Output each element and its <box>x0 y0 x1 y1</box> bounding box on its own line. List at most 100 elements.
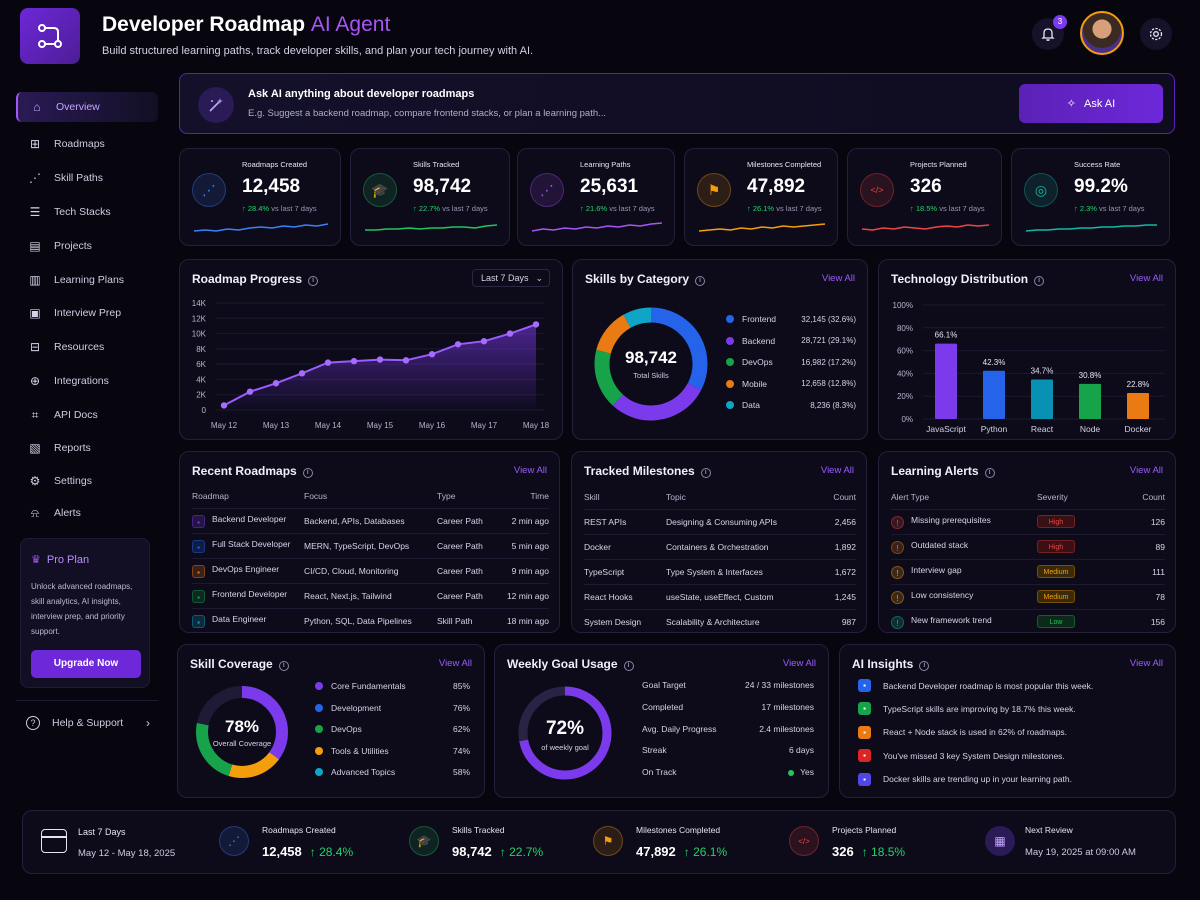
column-header: Count <box>833 491 856 502</box>
roadmap-name-cell: ▪ Backend Developer <box>192 507 304 533</box>
goal-row-value: 6 days <box>788 745 814 756</box>
help-support-link[interactable]: ? Help & Support › <box>26 714 150 732</box>
table-row[interactable]: React Hooks useState, useEffect, Custom 1,… <box>584 583 856 609</box>
page-subtitle: Build structured learning paths, track d… <box>102 45 534 57</box>
donut-slice-data <box>594 307 708 421</box>
sidebar-item-roadmaps[interactable]: ⊞ Roadmaps <box>16 129 158 159</box>
sidebar-item-resources[interactable]: ⊟ Resources <box>16 332 158 362</box>
insight-icon: ▪ <box>858 725 871 739</box>
y-tick-label: 12K <box>192 314 207 323</box>
learning-alerts-title: Learning Alerts i <box>891 464 995 478</box>
table-row[interactable]: Docker Containers & Orchestration 1,892 <box>584 533 856 559</box>
view-all-link[interactable]: View All <box>513 465 547 476</box>
table-row[interactable]: ▪ Data Engineer Python, SQL, Data Pipeline… <box>192 607 549 633</box>
view-all-link[interactable]: View All <box>438 658 472 669</box>
alert-type-cell: ! Interview gap <box>891 558 1037 584</box>
recent-roadmaps-title: Recent Roadmaps i <box>192 464 313 478</box>
ask-ai-input[interactable]: E.g. Suggest a backend roadmap, compare … <box>248 108 607 119</box>
legend-dot <box>315 725 323 734</box>
roadmap-name-cell: ▪ Full Stack Developer <box>192 532 304 558</box>
sidebar-item-reports[interactable]: ▧ Reports <box>16 433 158 463</box>
footer-stat-icon: ⚑ <box>593 826 623 856</box>
view-all-link[interactable]: View All <box>821 273 855 284</box>
table-row[interactable]: ! Low consistency Medium 78 <box>891 583 1165 609</box>
kpi-card-skills-tracked: 🎓 Skills Tracked 98,742 ↑ 22.7% vs last 7 d… <box>350 148 510 246</box>
sidebar-item-tech-stacks[interactable]: ☰ Tech Stacks <box>16 197 158 227</box>
kpi-change-note: vs last 7 days <box>440 204 488 213</box>
kpi-icon: </> <box>860 173 894 207</box>
table-row[interactable]: System Design Scalability & Architecture 9… <box>584 608 856 634</box>
table-row[interactable]: ▪ Backend Developer Backend, APIs, Databas… <box>192 507 549 533</box>
sidebar-item-integrations[interactable]: ⊕ Integrations <box>16 366 158 396</box>
tech-distribution-title: Technology Distribution i <box>891 272 1045 286</box>
roadmap-time: 2 min ago <box>497 507 549 533</box>
coverage-value: 74% <box>452 745 470 756</box>
legend-dot <box>726 358 734 366</box>
skills-by-category-title: Skills by Category i <box>585 272 706 286</box>
view-all-link[interactable]: View All <box>820 465 854 476</box>
sidebar-item-interview-prep[interactable]: ▣ Interview Prep <box>16 298 158 328</box>
range-select[interactable]: Last 7 Days ⌄ <box>472 269 550 287</box>
severity-cell: Low <box>1037 608 1118 634</box>
pro-plan-title: ♛ Pro Plan <box>31 554 90 566</box>
legend-value: 16,982 (17.2%) <box>801 357 856 367</box>
milestone-topic: Designing & Consuming APIs <box>666 508 824 534</box>
sidebar-item-settings[interactable]: ⚙ Settings <box>16 466 158 496</box>
avatar[interactable] <box>1080 11 1124 55</box>
sidebar-item-learning-plans[interactable]: ▥ Learning Plans <box>16 265 158 295</box>
footer-stat-label: Roadmaps Created <box>262 825 336 835</box>
sparkline-path <box>1026 224 1157 232</box>
view-all-link[interactable]: View All <box>782 658 816 669</box>
magic-wand-icon <box>198 87 234 123</box>
view-all-link[interactable]: View All <box>1129 465 1163 476</box>
table-row[interactable]: ▪ DevOps Engineer CI/CD, Cloud, Monitoring… <box>192 557 549 583</box>
roadmap-type: Career Path <box>437 532 497 558</box>
table-row[interactable]: ! Missing prerequisites High 126 <box>891 508 1165 534</box>
weekly-goal-gauge <box>518 686 612 780</box>
ask-ai-button[interactable]: ✧ Ask AI <box>1019 84 1163 123</box>
sidebar-divider <box>16 700 158 701</box>
upgrade-button[interactable]: Upgrade Now <box>31 650 141 678</box>
coverage-item: Core Fundamentals 85% <box>315 681 470 691</box>
insight-text: React + Node stack is used in 62% of roa… <box>883 727 1068 738</box>
x-tick-label: Node <box>1080 424 1101 434</box>
table-row[interactable]: ! New framework trend Low 156 <box>891 608 1165 634</box>
alert-type-cell: ! New framework trend <box>891 608 1037 634</box>
weekly-goal-card: Weekly Goal Usage i View All 72% of weekl… <box>494 644 829 798</box>
roadmap-type: Career Path <box>437 582 497 608</box>
table-row[interactable]: REST APIs Designing & Consuming APIs 2,456 <box>584 508 856 534</box>
milestone-topic: useState, useEffect, Custom <box>666 583 824 609</box>
sidebar-item-api-docs[interactable]: ⌗ API Docs <box>16 400 158 430</box>
table-row[interactable]: ! Interview gap Medium 111 <box>891 558 1165 584</box>
kpi-label: Milestones Completed <box>747 160 822 169</box>
sidebar-item-overview[interactable]: ⌂ Overview <box>16 92 158 122</box>
sparkline-path <box>532 222 662 232</box>
sidebar-item-projects[interactable]: ▤ Projects <box>16 231 158 261</box>
table-row[interactable]: TypeScript Type System & Interfaces 1,672 <box>584 558 856 584</box>
kpi-change-note: vs last 7 days <box>937 204 985 213</box>
coverage-label: Development <box>331 702 382 713</box>
app-logo[interactable] <box>20 8 80 64</box>
settings-icon: ⚙ <box>29 474 41 488</box>
severity-cell: High <box>1037 533 1118 559</box>
notifications-button[interactable]: 3 <box>1032 15 1067 50</box>
chevron-down-icon: ⌄ <box>535 273 543 283</box>
alert-type: Outdated stack <box>911 539 969 550</box>
kpi-card-success-rate: ◎ Success Rate 99.2% ↑ 2.3% vs last 7 days <box>1011 148 1170 246</box>
bar-node <box>1079 383 1101 419</box>
table-row[interactable]: ! Outdated stack High 89 <box>891 533 1165 559</box>
legend-value: 28,721 (29.1%) <box>801 336 856 345</box>
view-all-link[interactable]: View All <box>1129 658 1163 669</box>
table-row[interactable]: ▪ Full Stack Developer MERN, TypeScript, D… <box>192 532 549 558</box>
alert-icon: ! <box>891 590 904 604</box>
table-row[interactable]: ▪ Frontend Developer React, Next.js, Tailw… <box>192 582 549 608</box>
milestone-count: 2,456 <box>823 508 856 534</box>
sidebar-item-alerts[interactable]: ⍾ Alerts <box>16 498 158 528</box>
sidebar-item-label: Projects <box>54 240 92 252</box>
legend-label: Mobile <box>742 378 768 389</box>
settings-button[interactable] <box>1140 18 1172 50</box>
skill-coverage-gauge <box>196 686 288 778</box>
roadmap-name: DevOps Engineer <box>212 563 280 574</box>
sidebar-item-skill-paths[interactable]: ⋰ Skill Paths <box>16 163 158 193</box>
view-all-link[interactable]: View All <box>1129 273 1163 284</box>
